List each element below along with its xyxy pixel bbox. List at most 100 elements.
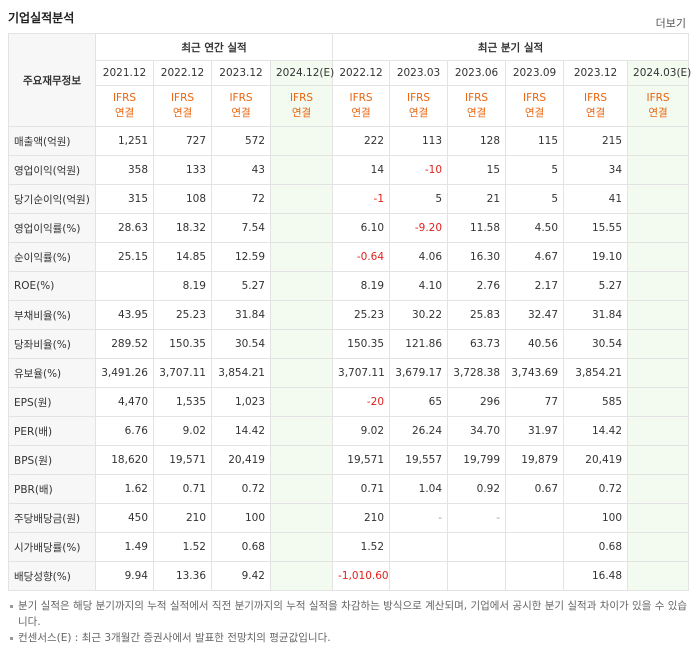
basis-standard: IFRS (112, 92, 137, 104)
cell-value: 77 (505, 387, 565, 417)
cell-value: 31.84 (563, 300, 629, 330)
cell-value (627, 300, 690, 330)
cell-value: 4.67 (505, 242, 565, 272)
cell-value (627, 416, 690, 446)
basis-standard: IFRS (229, 92, 253, 104)
cell-value: 20,419 (211, 445, 271, 475)
basis: IFRS 연결 (95, 85, 154, 127)
cell-value (627, 358, 690, 388)
row-label: BPS(원) (8, 445, 96, 475)
table-row: 당기순이익(억원) 315 108 72 -1 5 21 5 41 (8, 184, 690, 214)
cell-value (627, 329, 690, 359)
cell-value: 31.84 (211, 300, 271, 330)
cell-value: 215 (563, 126, 629, 156)
cell-value (389, 561, 449, 591)
cell-value (447, 532, 507, 562)
cell-value: 6.76 (95, 416, 154, 446)
cell-value: 13.36 (153, 561, 212, 591)
table-row: BPS(원) 18,620 19,571 20,419 19,571 19,557 19,7… (8, 445, 690, 475)
cell-value (627, 271, 690, 301)
cell-value: 19,571 (332, 445, 391, 475)
cell-value: 133 (153, 155, 212, 185)
basis-standard: IFRS (583, 92, 608, 104)
cell-value: 8.19 (153, 271, 212, 301)
cell-value: 20,419 (563, 445, 629, 475)
basis-standard: IFRS (289, 92, 314, 104)
cell-value: 210 (332, 503, 391, 533)
note: 분기 실적은 해당 분기까지의 누적 실적에서 직전 분기까지의 누적 실적을 … (8, 598, 688, 630)
cell-value: 3,728.38 (447, 358, 507, 388)
cell-value (95, 271, 154, 301)
basis-scope: 연결 (231, 107, 251, 119)
cell-value: 25.15 (95, 242, 154, 272)
table-row: EPS(원) 4,470 1,535 1,023 -20 65 296 77 585 (8, 387, 690, 417)
table-row: 부채비율(%) 43.95 25.23 31.84 25.23 30.22 25.83 32.… (8, 300, 690, 330)
cell-value: 65 (389, 387, 449, 417)
cell-value: 40.56 (505, 329, 565, 359)
period: 2023.12 (211, 60, 271, 86)
cell-value: 0.72 (211, 474, 271, 504)
more-link[interactable]: 더보기 (655, 17, 686, 30)
row-label: 순이익률(%) (8, 242, 96, 272)
cell-value (627, 503, 690, 533)
cell-value: 1.04 (389, 474, 449, 504)
cell-value: 9.42 (211, 561, 271, 591)
cell-value (627, 213, 690, 243)
period: 2023.06 (447, 60, 507, 86)
cell-value: 210 (153, 503, 212, 533)
group-header: 최근 분기 실적 (332, 33, 690, 61)
cell-value: 14.85 (153, 242, 212, 272)
cell-value (269, 445, 334, 475)
cell-value: 30.22 (389, 300, 449, 330)
row-label: PER(배) (8, 416, 96, 446)
table-row: 당좌비율(%) 289.52 150.35 30.54 150.35 121.86 63.7… (8, 329, 690, 359)
table-head: 주요재무정보 최근 연간 실적 최근 분기 실적 2021.12 2022.12 2… (8, 33, 691, 127)
basis: IFRS 연결 (563, 85, 629, 127)
cell-value (269, 532, 334, 562)
cell-value: 100 (563, 503, 629, 533)
cell-value: 5 (505, 155, 565, 185)
basis: IFRS 연결 (505, 85, 565, 127)
row-label: PBR(배) (8, 474, 96, 504)
cell-value: 150.35 (153, 329, 212, 359)
cell-value (627, 155, 690, 185)
cell-value: 21 (447, 184, 507, 214)
cell-value: 4,470 (95, 387, 154, 417)
period: 2023.12 (563, 60, 629, 86)
cell-value: 113 (389, 126, 449, 156)
cell-value: 3,707.11 (332, 358, 391, 388)
table-row: 주당배당금(원) 450 210 100 210- -100 (8, 503, 690, 533)
basis: IFRS 연결 (269, 85, 334, 127)
financial-table: 주요재무정보 최근 연간 실적 최근 분기 실적 2021.12 2022.12 2… (8, 33, 691, 591)
table-row: 배당성향(%) 9.94 13.36 9.42 -1,010.60 16.48 (8, 561, 690, 591)
cell-value (269, 329, 334, 359)
cell-value: 19,557 (389, 445, 449, 475)
cell-value: 72 (211, 184, 271, 214)
cell-value: 5 (505, 184, 565, 214)
cell-value: 3,679.17 (389, 358, 449, 388)
note: 컨센서스(E) : 최근 3개월간 증권사에서 발표한 전망치의 평균값입니다. (8, 630, 688, 646)
row-label: 당좌비율(%) (8, 329, 96, 359)
cell-value: 315 (95, 184, 154, 214)
cell-value: 1.52 (153, 532, 212, 562)
cell-value: 19,879 (505, 445, 565, 475)
basis-scope: 연결 (466, 107, 487, 119)
table-row: 유보율(%) 3,491.26 3,707.11 3,854.21 3,707.11 3,… (8, 358, 690, 388)
cell-value (627, 242, 690, 272)
cell-value: 16.30 (447, 242, 507, 272)
cell-value: 5 (389, 184, 449, 214)
cell-value: 5.27 (563, 271, 629, 301)
cell-value: 41 (563, 184, 629, 214)
basis: IFRS 연결 (627, 85, 690, 127)
cell-value (269, 271, 334, 301)
cell-value: 585 (563, 387, 629, 417)
row-label: 주당배당금(원) (8, 503, 96, 533)
cell-value: 3,854.21 (211, 358, 271, 388)
basis-scope: 연결 (408, 107, 429, 119)
notes: 분기 실적은 해당 분기까지의 누적 실적에서 직전 분기까지의 누적 실적을 … (8, 598, 688, 646)
cell-value (269, 300, 334, 330)
basis-scope: 연결 (648, 107, 668, 119)
cell-value: - (389, 503, 449, 533)
period: 2023.09 (505, 60, 565, 86)
row-label: 시가배당률(%) (8, 532, 96, 562)
